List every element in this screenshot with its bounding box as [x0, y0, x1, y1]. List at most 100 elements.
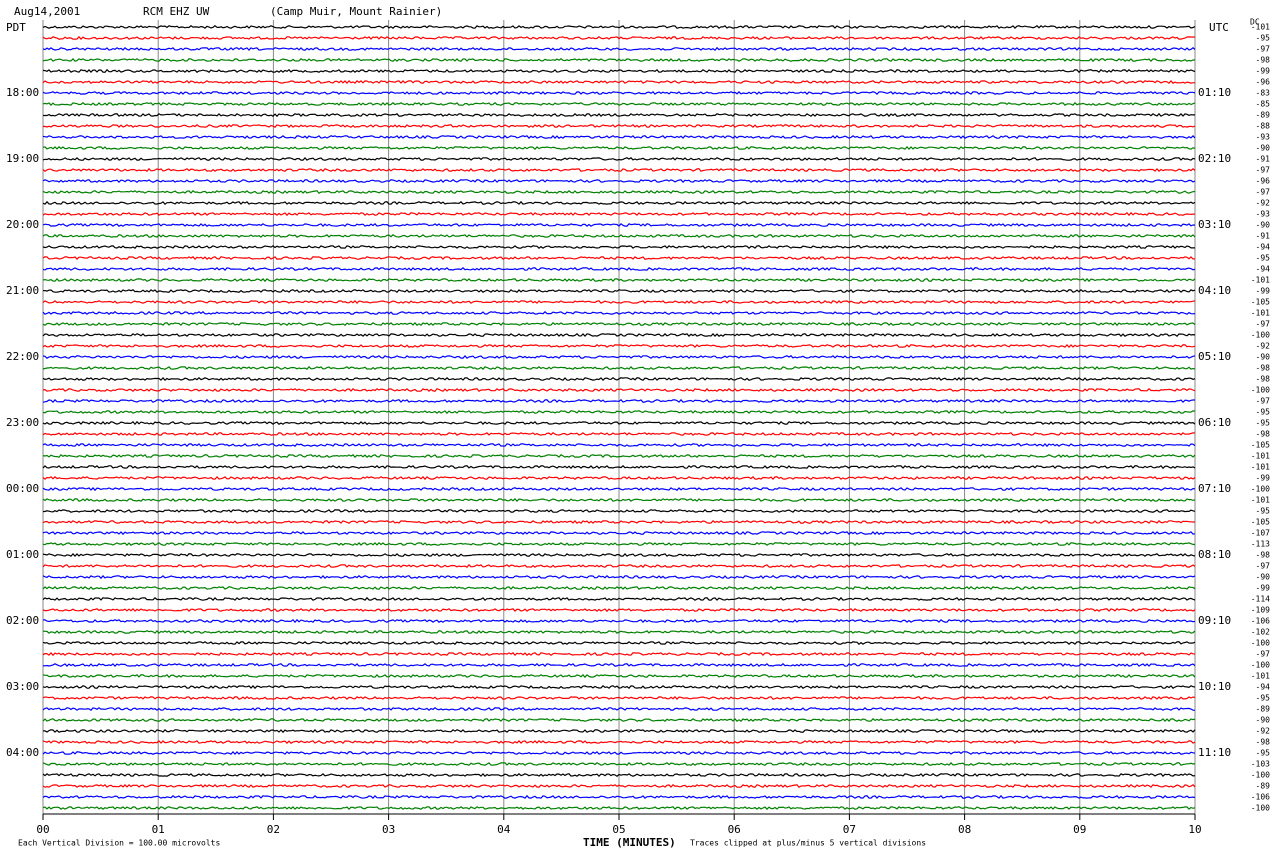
pdt-label: 21:00: [6, 284, 39, 297]
dc-offset: -88: [1256, 122, 1271, 131]
dc-offset: -95: [1256, 254, 1271, 263]
x-tick-label: 00: [36, 823, 49, 836]
trace: [42, 761, 1196, 766]
x-axis-label: TIME (MINUTES): [583, 836, 676, 849]
dc-offset: -99: [1256, 67, 1271, 76]
trace: [42, 596, 1196, 602]
pdt-label: 23:00: [6, 416, 39, 429]
x-tick-label: 02: [267, 823, 280, 836]
dc-offset: -90: [1256, 144, 1271, 153]
trace: [42, 376, 1196, 382]
dc-offset: -97: [1256, 188, 1271, 197]
x-tick-label: 08: [958, 823, 971, 836]
utc-label: 06:10: [1198, 416, 1231, 429]
dc-offset: -97: [1256, 397, 1271, 406]
dc-offset: -89: [1256, 782, 1271, 791]
trace: [43, 112, 1195, 118]
x-tick-label: 05: [612, 823, 625, 836]
utc-label: 04:10: [1198, 284, 1231, 297]
utc-label: 01:10: [1198, 86, 1231, 99]
dc-offset: -92: [1256, 342, 1271, 351]
trace: [42, 475, 1196, 481]
trace: [42, 90, 1196, 96]
trace: [42, 772, 1196, 778]
dc-offset: -98: [1256, 738, 1271, 747]
dc-offset: -96: [1256, 177, 1271, 186]
dc-offset: -98: [1256, 56, 1271, 65]
dc-offset: -90: [1256, 573, 1271, 582]
trace: [42, 124, 1196, 129]
trace: [42, 35, 1196, 40]
trace: [42, 387, 1196, 392]
x-tick-label: 10: [1188, 823, 1201, 836]
trace: [42, 420, 1196, 426]
trace: [42, 211, 1196, 217]
dc-offset: -92: [1256, 727, 1271, 736]
dc-offset: -95: [1256, 419, 1271, 428]
dc-offset: -90: [1256, 716, 1271, 725]
dc-offset: -97: [1256, 45, 1271, 54]
dc-offset: -95: [1256, 507, 1271, 516]
dc-offset: -100: [1251, 485, 1270, 494]
pdt-label: 18:00: [6, 86, 39, 99]
dc-offset: -105: [1251, 518, 1270, 527]
trace: [42, 355, 1196, 359]
trace: [42, 256, 1196, 261]
utc-label: 02:10: [1198, 152, 1231, 165]
trace: [42, 519, 1195, 525]
trace: [42, 574, 1196, 580]
dc-offset: -97: [1256, 320, 1271, 329]
trace: [42, 189, 1196, 194]
dc-offset: -90: [1256, 221, 1271, 230]
footnote: Each Vertical Division = 100.00 microvol…: [18, 839, 220, 848]
x-tick-label: 03: [382, 823, 395, 836]
dc-offset: -101: [1251, 672, 1270, 681]
dc-offset: -114: [1251, 595, 1270, 604]
utc-label: 07:10: [1198, 482, 1231, 495]
trace: [42, 431, 1196, 437]
trace: [42, 222, 1196, 227]
trace: [42, 321, 1196, 327]
dc-offset: -99: [1256, 584, 1271, 593]
dc-offset: -105: [1251, 441, 1270, 450]
dc-offset: -103: [1251, 760, 1270, 769]
trace: [42, 673, 1196, 679]
dc-offset: -95: [1256, 408, 1271, 417]
dc-offset: -94: [1256, 243, 1271, 252]
trace: [42, 135, 1196, 140]
trace: [42, 629, 1196, 635]
dc-offset: -91: [1256, 232, 1271, 241]
dc-offset: -94: [1256, 265, 1271, 274]
utc-label: 05:10: [1198, 350, 1231, 363]
trace: [42, 398, 1195, 404]
trace: [42, 288, 1196, 294]
trace: [42, 641, 1196, 646]
trace: [42, 739, 1196, 745]
trace: [42, 79, 1196, 85]
trace: [42, 300, 1196, 304]
dc-offset: -89: [1256, 705, 1271, 714]
dc-offset: -105: [1251, 298, 1270, 307]
dc-offset: -92: [1256, 199, 1271, 208]
trace: [42, 728, 1196, 734]
trace: [42, 178, 1196, 184]
trace: [42, 145, 1196, 151]
trace: [42, 806, 1196, 811]
dc-offset: -113: [1251, 540, 1270, 549]
dc-offset: -102: [1251, 628, 1270, 637]
trace: [42, 442, 1196, 448]
x-tick-label: 04: [497, 823, 511, 836]
trace: [42, 662, 1196, 668]
dc-label: DC: [1250, 18, 1260, 27]
dc-offset: -95: [1256, 749, 1271, 758]
trace: [42, 233, 1196, 239]
dc-offset: -106: [1251, 793, 1270, 802]
dc-offset: -100: [1251, 386, 1270, 395]
dc-offset: -98: [1256, 364, 1271, 373]
dc-offset: -98: [1256, 375, 1271, 384]
trace: [42, 585, 1196, 590]
utc-label: 11:10: [1198, 746, 1231, 759]
left-axis-label: PDT: [6, 21, 26, 34]
pdt-label: 00:00: [6, 482, 39, 495]
